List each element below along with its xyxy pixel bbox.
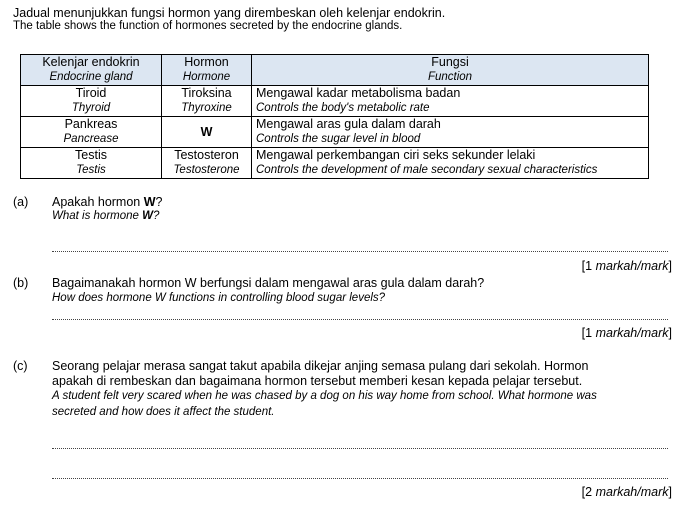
header-hormone: Hormon Hormone <box>161 54 252 86</box>
mark-c: [2 markah/mark] <box>581 485 672 499</box>
hormone-cell: Tiroksina Thyroxine <box>161 85 252 117</box>
question-c-label: (c) <box>13 359 28 373</box>
question-c-malay-2: apakah di rembeskan dan bagaimana hormon… <box>52 374 583 388</box>
intro-malay: Jadual menunjukkan fungsi hormon yang di… <box>13 6 446 20</box>
gland-cell: Testis Testis <box>20 147 162 179</box>
question-b-label: (b) <box>13 276 29 290</box>
table-row: Testis Testis Testosteron Testosterone Men… <box>20 147 649 179</box>
answer-line-c-1[interactable] <box>52 448 668 449</box>
mark-b: [1 markah/mark] <box>581 326 672 340</box>
question-c-english-1: A student felt very scared when he was c… <box>52 390 597 402</box>
question-b-english: How does hormone W functions in controll… <box>52 292 386 304</box>
question-a-english: What is hormone W? <box>52 210 160 222</box>
function-cell: Mengawal aras gula dalam darah Controls t… <box>251 116 649 148</box>
table-row: Tiroid Thyroid Tiroksina Thyroxine Mengawa… <box>20 85 649 117</box>
intro-english: The table shows the function of hormones… <box>13 20 403 32</box>
header-gland: Kelenjar endokrin Endocrine gland <box>20 54 162 86</box>
function-cell: Mengawal perkembangan ciri seks sekunder… <box>251 147 649 179</box>
table-header-row: Kelenjar endokrin Endocrine gland Hormon H… <box>20 54 649 86</box>
question-a-label: (a) <box>13 195 29 209</box>
answer-line-a[interactable] <box>52 251 668 252</box>
mark-a: [1 markah/mark] <box>581 259 672 273</box>
table-row: Pankreas Pancrease W Mengawal aras gula d… <box>20 116 649 148</box>
hormone-cell: Testosteron Testosterone <box>161 147 252 179</box>
question-c-english-2: secreted and how does it affect the stud… <box>52 406 275 418</box>
header-function: Fungsi Function <box>251 54 649 86</box>
answer-line-c-2[interactable] <box>52 478 668 479</box>
function-cell: Mengawal kadar metabolisma badan Controls… <box>251 85 649 117</box>
hormone-table: Kelenjar endokrin Endocrine gland Hormon H… <box>20 54 649 179</box>
gland-cell: Tiroid Thyroid <box>20 85 162 117</box>
question-c-malay-1: Seorang pelajar merasa sangat takut apab… <box>52 359 589 373</box>
answer-line-b[interactable] <box>52 319 668 320</box>
question-b-malay: Bagaimanakah hormon W berfungsi dalam me… <box>52 276 485 290</box>
question-a-malay: Apakah hormon W? <box>52 195 163 209</box>
gland-cell: Pankreas Pancrease <box>20 116 162 148</box>
hormone-cell: W <box>161 116 252 148</box>
